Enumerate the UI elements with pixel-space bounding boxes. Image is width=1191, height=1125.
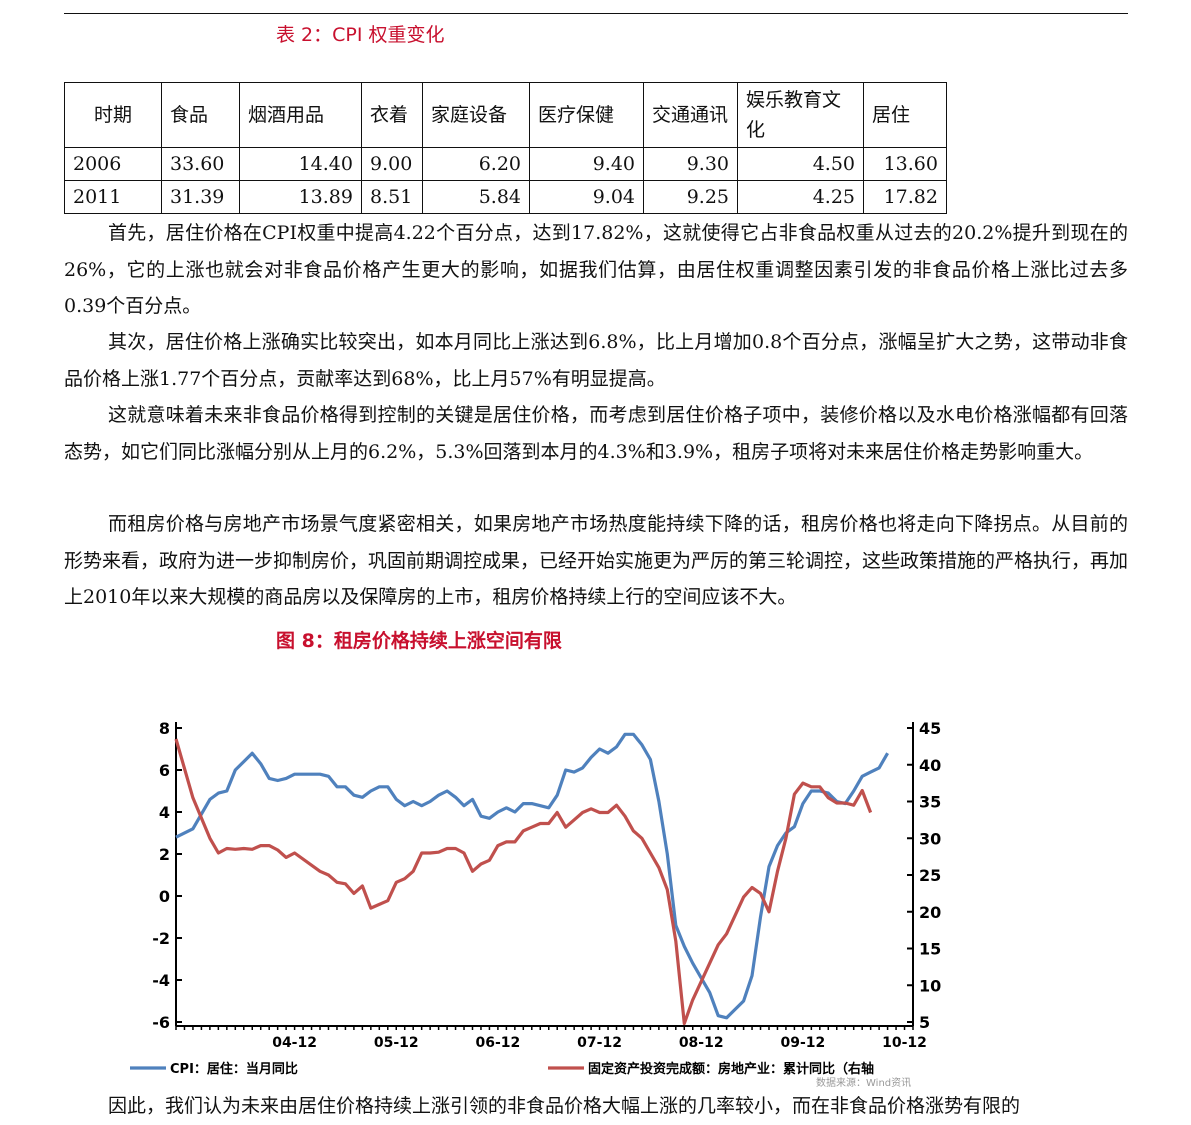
- left-y-tick-label: -6: [152, 1013, 170, 1032]
- table-cell: 9.25: [643, 180, 738, 214]
- header-cell: 烟酒用品: [239, 82, 362, 148]
- source-note: 数据来源：Wind资讯: [816, 1076, 911, 1089]
- table-cell: 33.60: [161, 147, 240, 181]
- right-y-tick-label: 5: [919, 1013, 930, 1032]
- table-row: 2006 33.60 14.40 9.00 6.20 9.40 9.30 4.5…: [64, 147, 947, 181]
- table-caption: 表 2：CPI 权重变化: [276, 24, 445, 46]
- right-y-tick-label: 15: [919, 940, 941, 959]
- left-y-tick-label: -2: [152, 929, 170, 948]
- left-y-tick-label: 8: [159, 719, 170, 738]
- left-y-tick-label: 6: [159, 761, 170, 780]
- table-row: 2011 31.39 13.89 8.51 5.84 9.04 9.25 4.2…: [64, 180, 947, 214]
- table-cell: 17.82: [863, 180, 947, 214]
- cpi-weight-table: 时期 食品 烟酒用品 衣着 家庭设备 医疗保健 交通通讯 娱乐教育文化 居住 2…: [64, 82, 947, 214]
- table-cell: 9.00: [361, 147, 423, 181]
- header-cell: 交通通讯: [643, 82, 738, 148]
- x-tick-label: 09-12: [780, 1035, 825, 1051]
- body-paragraph: 其次，居住价格上涨确实比较突出，如本月同比上涨达到6.8%，比上月增加0.8个百…: [64, 331, 1128, 390]
- table-cell: 13.89: [239, 180, 362, 214]
- table-cell: 5.84: [422, 180, 530, 214]
- header-cell: 衣着: [361, 82, 423, 148]
- right-y-tick-label: 10: [919, 976, 941, 995]
- right-y-tick-label: 45: [919, 719, 941, 738]
- body-paragraph: 这就意味着未来非食品价格得到控制的关键是居住价格，而考虑到居住价格子项中，装修价…: [64, 404, 1128, 463]
- x-tick-label: 06-12: [476, 1035, 521, 1051]
- x-tick-label: 07-12: [577, 1035, 622, 1051]
- right-y-tick-label: 20: [919, 903, 941, 922]
- table-cell: 4.25: [737, 180, 864, 214]
- x-tick-label: 04-12: [272, 1035, 317, 1051]
- header-cell: 时期: [64, 82, 162, 148]
- table-cell: 8.51: [361, 180, 423, 214]
- body-paragraph: 而租房价格与房地产市场景气度紧密相关，如果房地产市场热度能持续下降的话，租房价格…: [64, 513, 1129, 608]
- figure-caption: 图 8：租房价格持续上涨空间有限: [276, 630, 562, 652]
- right-y-tick-label: 35: [919, 793, 941, 812]
- right-y-tick-label: 30: [919, 829, 941, 848]
- legend-label: CPI：居住：当月同比: [170, 1061, 298, 1077]
- left-y-tick-label: 0: [159, 887, 170, 906]
- header-cell: 家庭设备: [422, 82, 530, 148]
- header-cell: 居住: [863, 82, 947, 148]
- left-y-tick-label: 4: [159, 803, 170, 822]
- header-rule: [64, 13, 1128, 14]
- table-cell: 2011: [64, 180, 162, 214]
- body-paragraph: 因此，我们认为未来由居住价格持续上涨引领的非食品价格大幅上涨的几率较小，而在非食…: [108, 1095, 1021, 1117]
- table-cell: 31.39: [161, 180, 240, 214]
- legend-label: 固定资产投资完成额：房地产业：累计同比（右轴: [588, 1061, 874, 1077]
- header-cell: 医疗保健: [529, 82, 644, 148]
- header-cell: 食品: [161, 82, 240, 148]
- x-tick-label: 08-12: [679, 1035, 724, 1051]
- right-y-tick-label: 25: [919, 866, 941, 885]
- table-cell: 4.50: [737, 147, 864, 181]
- table-cell: 2006: [64, 147, 162, 181]
- body-paragraph: 首先，居住价格在CPI权重中提高4.22个百分点，达到17.82%，这就使得它占…: [64, 222, 1128, 317]
- x-tick-label: 05-12: [374, 1035, 419, 1051]
- left-y-tick-label: 2: [159, 845, 170, 864]
- series-line: [175, 732, 889, 1020]
- left-y-tick-label: -4: [152, 971, 170, 990]
- header-cell: 娱乐教育文化: [737, 82, 864, 148]
- table-cell: 6.20: [422, 147, 530, 181]
- right-y-tick-label: 40: [919, 756, 941, 775]
- table-cell: 14.40: [239, 147, 362, 181]
- table-cell: 9.40: [529, 147, 644, 181]
- x-tick-label: 10-12: [882, 1035, 927, 1051]
- table-cell: 13.60: [863, 147, 947, 181]
- table-header-row: 时期 食品 烟酒用品 衣着 家庭设备 医疗保健 交通通讯 娱乐教育文化 居住: [64, 82, 947, 148]
- table-cell: 9.30: [643, 147, 738, 181]
- table-cell: 9.04: [529, 180, 644, 214]
- series-line: [174, 738, 873, 1026]
